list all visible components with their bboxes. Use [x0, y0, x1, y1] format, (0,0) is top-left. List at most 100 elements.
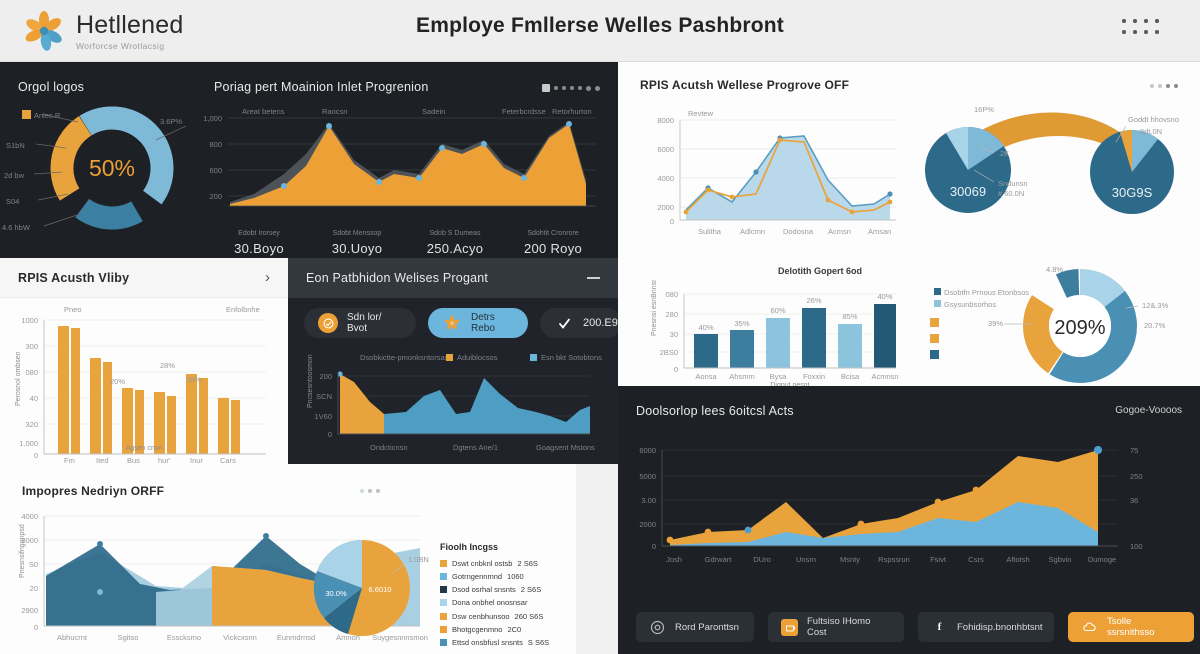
- minus-icon[interactable]: [587, 277, 600, 279]
- cloud-icon: [1081, 619, 1098, 636]
- svg-text:28%: 28%: [160, 361, 175, 370]
- legend-item: Dsod osrhal snsnts 2 S6S: [440, 583, 570, 596]
- svg-text:Foxxin: Foxxin: [803, 372, 825, 381]
- facebook-icon: f: [937, 621, 942, 633]
- svg-text:2000: 2000: [639, 520, 656, 529]
- svg-text:40%: 40%: [698, 323, 713, 332]
- svg-text:Amsan: Amsan: [868, 227, 891, 236]
- program-pill-data[interactable]: Detrs Rebo: [428, 308, 528, 338]
- svg-text:16P%: 16P%: [974, 105, 994, 114]
- svg-text:Suygesnnnsmon: Suygesnnnsmon: [372, 633, 428, 642]
- svg-text:39%: 39%: [988, 319, 1003, 328]
- org-donut-title: Orgol logos: [18, 80, 85, 94]
- summary-donut-chart: 209% 4.8% 12&.3% 20.7% 39% Dsobtfn Prnou…: [930, 265, 1169, 383]
- svg-text:Dodosna: Dodosna: [783, 227, 814, 236]
- orange-badge-icon: [318, 313, 338, 333]
- department-bar-title: Delotith Gopert 6od: [778, 266, 862, 276]
- svg-text:2900: 2900: [21, 606, 38, 615]
- svg-text:Fsivt: Fsivt: [930, 555, 947, 564]
- svg-text:Sndunsn: Sndunsn: [998, 179, 1028, 188]
- program-title: Eon Patbhidon Welises Progant: [306, 271, 489, 285]
- svg-text:8000: 8000: [657, 116, 674, 125]
- svg-text:320: 320: [25, 420, 38, 429]
- svg-text:Acmnsn: Acmnsn: [871, 372, 898, 381]
- svg-text:2BS0: 2BS0: [660, 348, 678, 357]
- svg-text:Areat betens: Areat betens: [242, 107, 285, 116]
- program-pill-row: Sdn lor/ Bvot Detrs Re: [304, 308, 618, 338]
- svg-text:Feterbcrdsse: Feterbcrdsse: [502, 107, 546, 116]
- report-prevention-label: Rord Paronttsn: [675, 621, 739, 633]
- org-donut-chart: 50% Aniec.R S1bN 2d bw S04 4.6 hbW 3.6P%: [2, 106, 187, 232]
- svg-text:# 60.0N: # 60.0N: [998, 189, 1024, 198]
- svg-text:0: 0: [328, 430, 332, 439]
- grid-dots-icon[interactable]: [1122, 19, 1162, 37]
- chevron-right-icon[interactable]: ›: [265, 269, 270, 286]
- goals-right-label: Gogoe-Voooos: [1115, 405, 1182, 416]
- goals-title: Doolsorlop lees 6oitcsl Acts: [636, 404, 794, 418]
- orange-square-icon: [781, 618, 798, 636]
- svg-text:Ahsmm: Ahsmm: [729, 372, 754, 381]
- svg-text:S1bN: S1bN: [6, 141, 25, 150]
- svg-text:Dsobtfn Prnous Etonbsos: Dsobtfn Prnous Etonbsos: [944, 288, 1029, 297]
- program-pill-save[interactable]: Sdn lor/ Bvot: [304, 308, 416, 338]
- svg-text:4000: 4000: [21, 512, 38, 521]
- svg-text:Inur: Inur: [190, 456, 203, 464]
- svg-text:1,000: 1,000: [203, 114, 222, 123]
- facebook-button[interactable]: f Fohidisp.bnonhbtsnt: [918, 612, 1054, 642]
- svg-text:800: 800: [209, 140, 222, 149]
- svg-text:Dsobkictte-pmonksntorsas: Dsobkictte-pmonksntorsas: [360, 353, 449, 362]
- department-bar-panel: Delotith Gopert 6od 080 280 30 2BS0 0: [618, 258, 1200, 386]
- breakdown-pie-chart: 6.6010 30.0% 1.0BN: [313, 539, 429, 636]
- svg-text:6.6010: 6.6010: [369, 585, 392, 594]
- goals-area-chart: 6000 5000 3.00 2000 0 75 250 36 100 Josh…: [639, 446, 1143, 564]
- program-pill-data-label: Detrs Rebo: [471, 312, 495, 334]
- svg-text:30.0%: 30.0%: [325, 589, 347, 598]
- medryn-more-dots-icon[interactable]: [360, 489, 380, 493]
- wellness-line-chart: 8000 6000 4000 2000 0 Revtew Sulitha Adl…: [657, 109, 896, 236]
- rpis-bar-chart: 1000 300 080 40 320 1.000 0 Pneo Enfolbn…: [15, 305, 266, 464]
- brand-logo[interactable]: Hetllened Worforcse Wrotlacsig: [22, 9, 183, 53]
- wellness-progress-title: RPIS Acutsh Wellese Progrove OFF: [640, 78, 850, 92]
- svg-text:Raocsn: Raocsn: [322, 107, 347, 116]
- cloud-button[interactable]: Tsolle ssrsnithsso: [1068, 612, 1194, 642]
- svg-text:Dignut nesnt: Dignut nesnt: [770, 382, 809, 386]
- svg-text:2d bw: 2d bw: [4, 171, 25, 180]
- svg-text:Aniec.R: Aniec.R: [34, 111, 61, 120]
- svg-text:20: 20: [30, 584, 38, 593]
- goals-dashboard-panel: Doolsorlop lees 6oitcsl Acts Gogoe-Voooo…: [618, 386, 1200, 654]
- svg-text:30: 30: [670, 330, 678, 339]
- legend-swatch: [440, 586, 447, 594]
- svg-text:Gsysunbsorhos: Gsysunbsorhos: [944, 300, 996, 309]
- svg-text:12&.3%: 12&.3%: [1142, 301, 1169, 310]
- program-pill-pct[interactable]: 200.E96%: [540, 308, 618, 338]
- svg-text:Enfolbnhe: Enfolbnhe: [226, 305, 260, 314]
- svg-text:200: 200: [319, 372, 332, 381]
- svg-text:Ondcticnsn: Ondcticnsn: [370, 443, 408, 452]
- rpis-bar-xlabel: Agsen cnsn: [125, 445, 163, 452]
- svg-text:Adlcmn: Adlcmn: [740, 227, 765, 236]
- svg-text:Unsrn: Unsrn: [796, 555, 816, 564]
- brand-tagline: Worforcse Wrotlacsig: [76, 40, 165, 51]
- svg-text:75: 75: [1130, 446, 1138, 455]
- flower-icon: [442, 313, 462, 333]
- svg-text:Eunmdrnsd: Eunmdrnsd: [277, 633, 315, 642]
- more-dots-icon[interactable]: [1150, 84, 1178, 88]
- department-bar-chart: 080 280 30 2BS0 0 40% 35% 60% 26% 85% 40% P…: [651, 280, 899, 386]
- svg-text:2K: 2K: [1000, 149, 1009, 158]
- pie-right-value: 30G9S: [1112, 185, 1153, 200]
- home-cost-button[interactable]: Fultsiso IHomo Cost: [768, 612, 904, 642]
- legend-swatch: [440, 612, 447, 620]
- svg-text:Goddt hhovsno: Goddt hhovsno: [1128, 115, 1179, 124]
- svg-text:Acmsn: Acmsn: [828, 227, 851, 236]
- svg-text:Bysa: Bysa: [770, 372, 788, 381]
- svg-text:Retorhurton: Retorhurton: [552, 107, 592, 116]
- svg-text:Esn bkt Sotobtons: Esn bkt Sotobtons: [541, 353, 602, 362]
- svg-text:Pnesnsi esnBnnsn: Pnesnsi esnBnnsn: [651, 280, 658, 336]
- svg-text:080: 080: [665, 290, 678, 299]
- svg-text:600: 600: [209, 166, 222, 175]
- save-dots-icon[interactable]: [542, 84, 600, 92]
- report-prevention-button[interactable]: Rord Paronttsn: [636, 612, 754, 642]
- svg-text:1.0BN: 1.0BN: [408, 555, 429, 564]
- svg-text:5000: 5000: [639, 472, 656, 481]
